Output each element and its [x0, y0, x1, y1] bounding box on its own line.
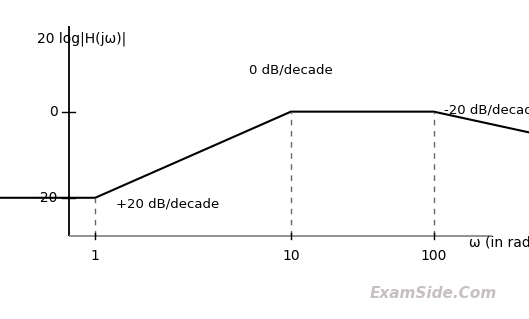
Text: 100: 100 [421, 249, 447, 263]
Text: +20 dB/decade: +20 dB/decade [116, 198, 220, 211]
Text: 0 dB/decade: 0 dB/decade [249, 64, 333, 77]
Text: ExamSide.Com: ExamSide.Com [370, 286, 497, 301]
Text: 0: 0 [49, 105, 58, 119]
Text: 10: 10 [282, 249, 300, 263]
Text: 20 log|H(jω)|: 20 log|H(jω)| [37, 31, 126, 46]
Text: -20 dB/decade: -20 dB/decade [444, 104, 529, 116]
Text: -20: -20 [36, 191, 58, 205]
Text: 1: 1 [91, 249, 99, 263]
Text: ω (in rad): ω (in rad) [469, 235, 529, 249]
